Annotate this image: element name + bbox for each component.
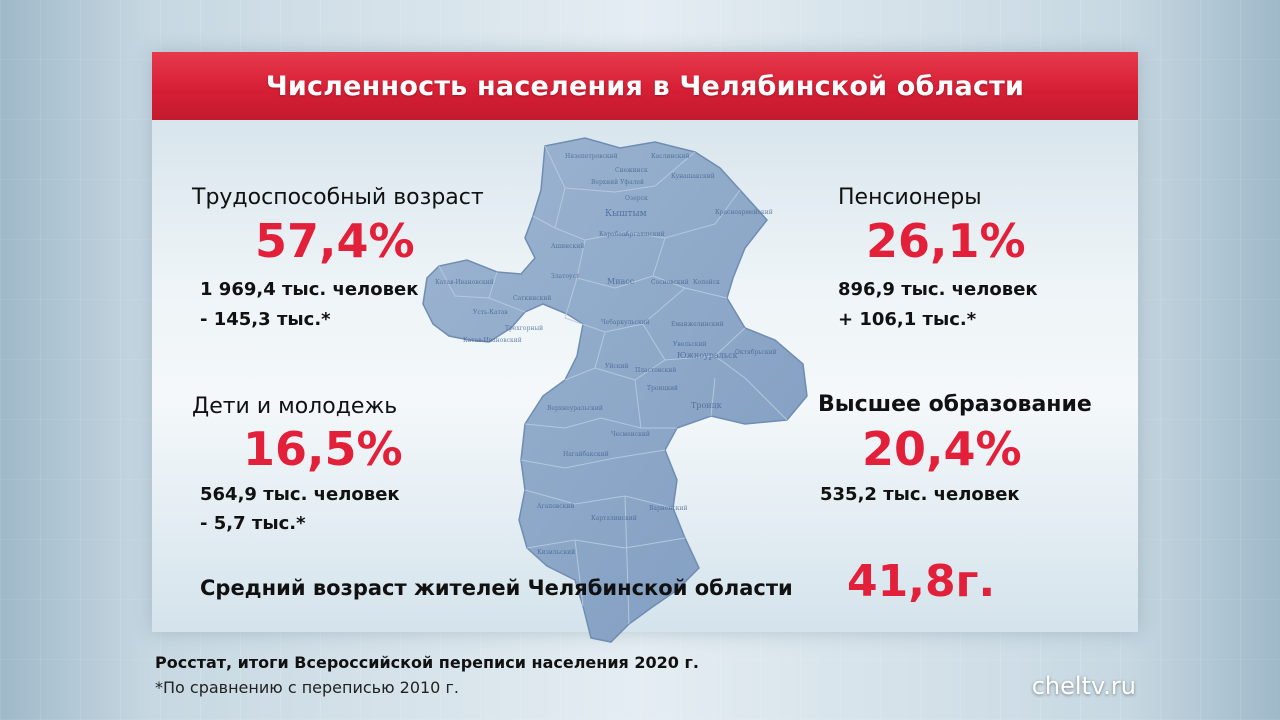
average-age-label: Средний возраст жителей Челябинской обла… (200, 576, 793, 600)
region-outline (422, 137, 808, 643)
svg-text:Катав-Ивановский: Катав-Ивановский (463, 337, 522, 344)
youth-heading: Дети и молодежь (192, 394, 398, 419)
svg-text:Усть-Катав: Усть-Катав (473, 309, 508, 316)
svg-text:Верхний Уфалей: Верхний Уфалей (591, 179, 644, 186)
svg-text:Саткинский: Саткинский (513, 295, 551, 302)
chelyabinsk-region-map: Нязепетровский Каслинский Снежинск Кунаш… (422, 137, 808, 643)
higher-education-heading: Высшее образование (818, 392, 1092, 417)
youth-change: - 5,7 тыс.* (200, 513, 306, 534)
svg-text:Агаповский: Агаповский (537, 503, 574, 510)
svg-text:Сосновский: Сосновский (651, 279, 689, 286)
watermark-logo: cheltv.ru (1031, 672, 1136, 700)
svg-text:Снежинск: Снежинск (615, 167, 648, 174)
pensioners-percent: 26,1% (866, 214, 1026, 268)
working-age-change: - 145,3 тыс.* (200, 309, 331, 330)
higher-education-percent: 20,4% (862, 422, 1022, 476)
svg-text:Еманжелинский: Еманжелинский (671, 321, 724, 328)
svg-text:Нагайбакский: Нагайбакский (563, 451, 609, 458)
svg-text:Трехгорный: Трехгорный (505, 325, 543, 332)
svg-text:Верхнеуральский: Верхнеуральский (547, 405, 603, 412)
svg-text:Златоуст: Златоуст (551, 273, 580, 280)
svg-text:Карабаш: Карабаш (599, 231, 628, 238)
svg-text:Чебаркульский: Чебаркульский (601, 319, 650, 326)
footnote-text: *По сравнению с переписью 2010 г. (155, 678, 459, 697)
svg-text:Троицкий: Троицкий (647, 385, 678, 392)
svg-text:Нязепетровский: Нязепетровский (565, 153, 618, 160)
svg-text:Миасс: Миасс (607, 277, 635, 286)
pensioners-count: 896,9 тыс. человек (838, 279, 1038, 300)
svg-text:Катав-Ивановский: Катав-Ивановский (435, 279, 494, 286)
svg-text:Кунашакский: Кунашакский (671, 173, 715, 180)
svg-text:Троицк: Троицк (691, 401, 722, 410)
page-title: Численность населения в Челябинской обла… (265, 70, 1025, 102)
district-borders (438, 145, 788, 625)
source-text: Росстат, итоги Всероссийской переписи на… (155, 653, 699, 672)
svg-text:Каслинский: Каслинский (651, 153, 690, 160)
svg-text:Ашинский: Ашинский (551, 243, 584, 250)
youth-count: 564,9 тыс. человек (200, 484, 400, 505)
working-age-heading: Трудоспособный возраст (192, 185, 484, 210)
svg-text:Октябрьский: Октябрьский (735, 349, 777, 356)
svg-text:Южноуральск: Южноуральск (677, 351, 738, 360)
svg-text:Пластовский: Пластовский (635, 367, 676, 374)
district-labels: Нязепетровский Каслинский Снежинск Кунаш… (435, 153, 777, 556)
pensioners-change: + 106,1 тыс.* (838, 309, 977, 330)
pensioners-heading: Пенсионеры (838, 185, 982, 210)
svg-text:Варненский: Варненский (649, 505, 687, 512)
svg-text:Уйский: Уйский (605, 363, 628, 370)
higher-education-count: 535,2 тыс. человек (820, 484, 1020, 505)
svg-text:Чесменский: Чесменский (611, 431, 650, 438)
average-age-value: 41,8г. (847, 556, 996, 607)
working-age-percent: 57,4% (255, 214, 415, 268)
svg-text:Озерск: Озерск (625, 195, 648, 202)
working-age-count: 1 969,4 тыс. человек (200, 279, 419, 300)
svg-text:Аргаяшский: Аргаяшский (625, 231, 665, 238)
title-bar: Численность населения в Челябинской обла… (152, 52, 1138, 120)
svg-text:Копейск: Копейск (693, 279, 720, 286)
youth-percent: 16,5% (243, 422, 403, 476)
svg-text:Карталинский: Карталинский (591, 515, 637, 522)
svg-text:Кизильский: Кизильский (537, 549, 575, 556)
svg-text:Увельский: Увельский (673, 341, 706, 348)
svg-text:Красноармейский: Красноармейский (715, 209, 773, 216)
svg-text:Кыштым: Кыштым (605, 209, 647, 219)
